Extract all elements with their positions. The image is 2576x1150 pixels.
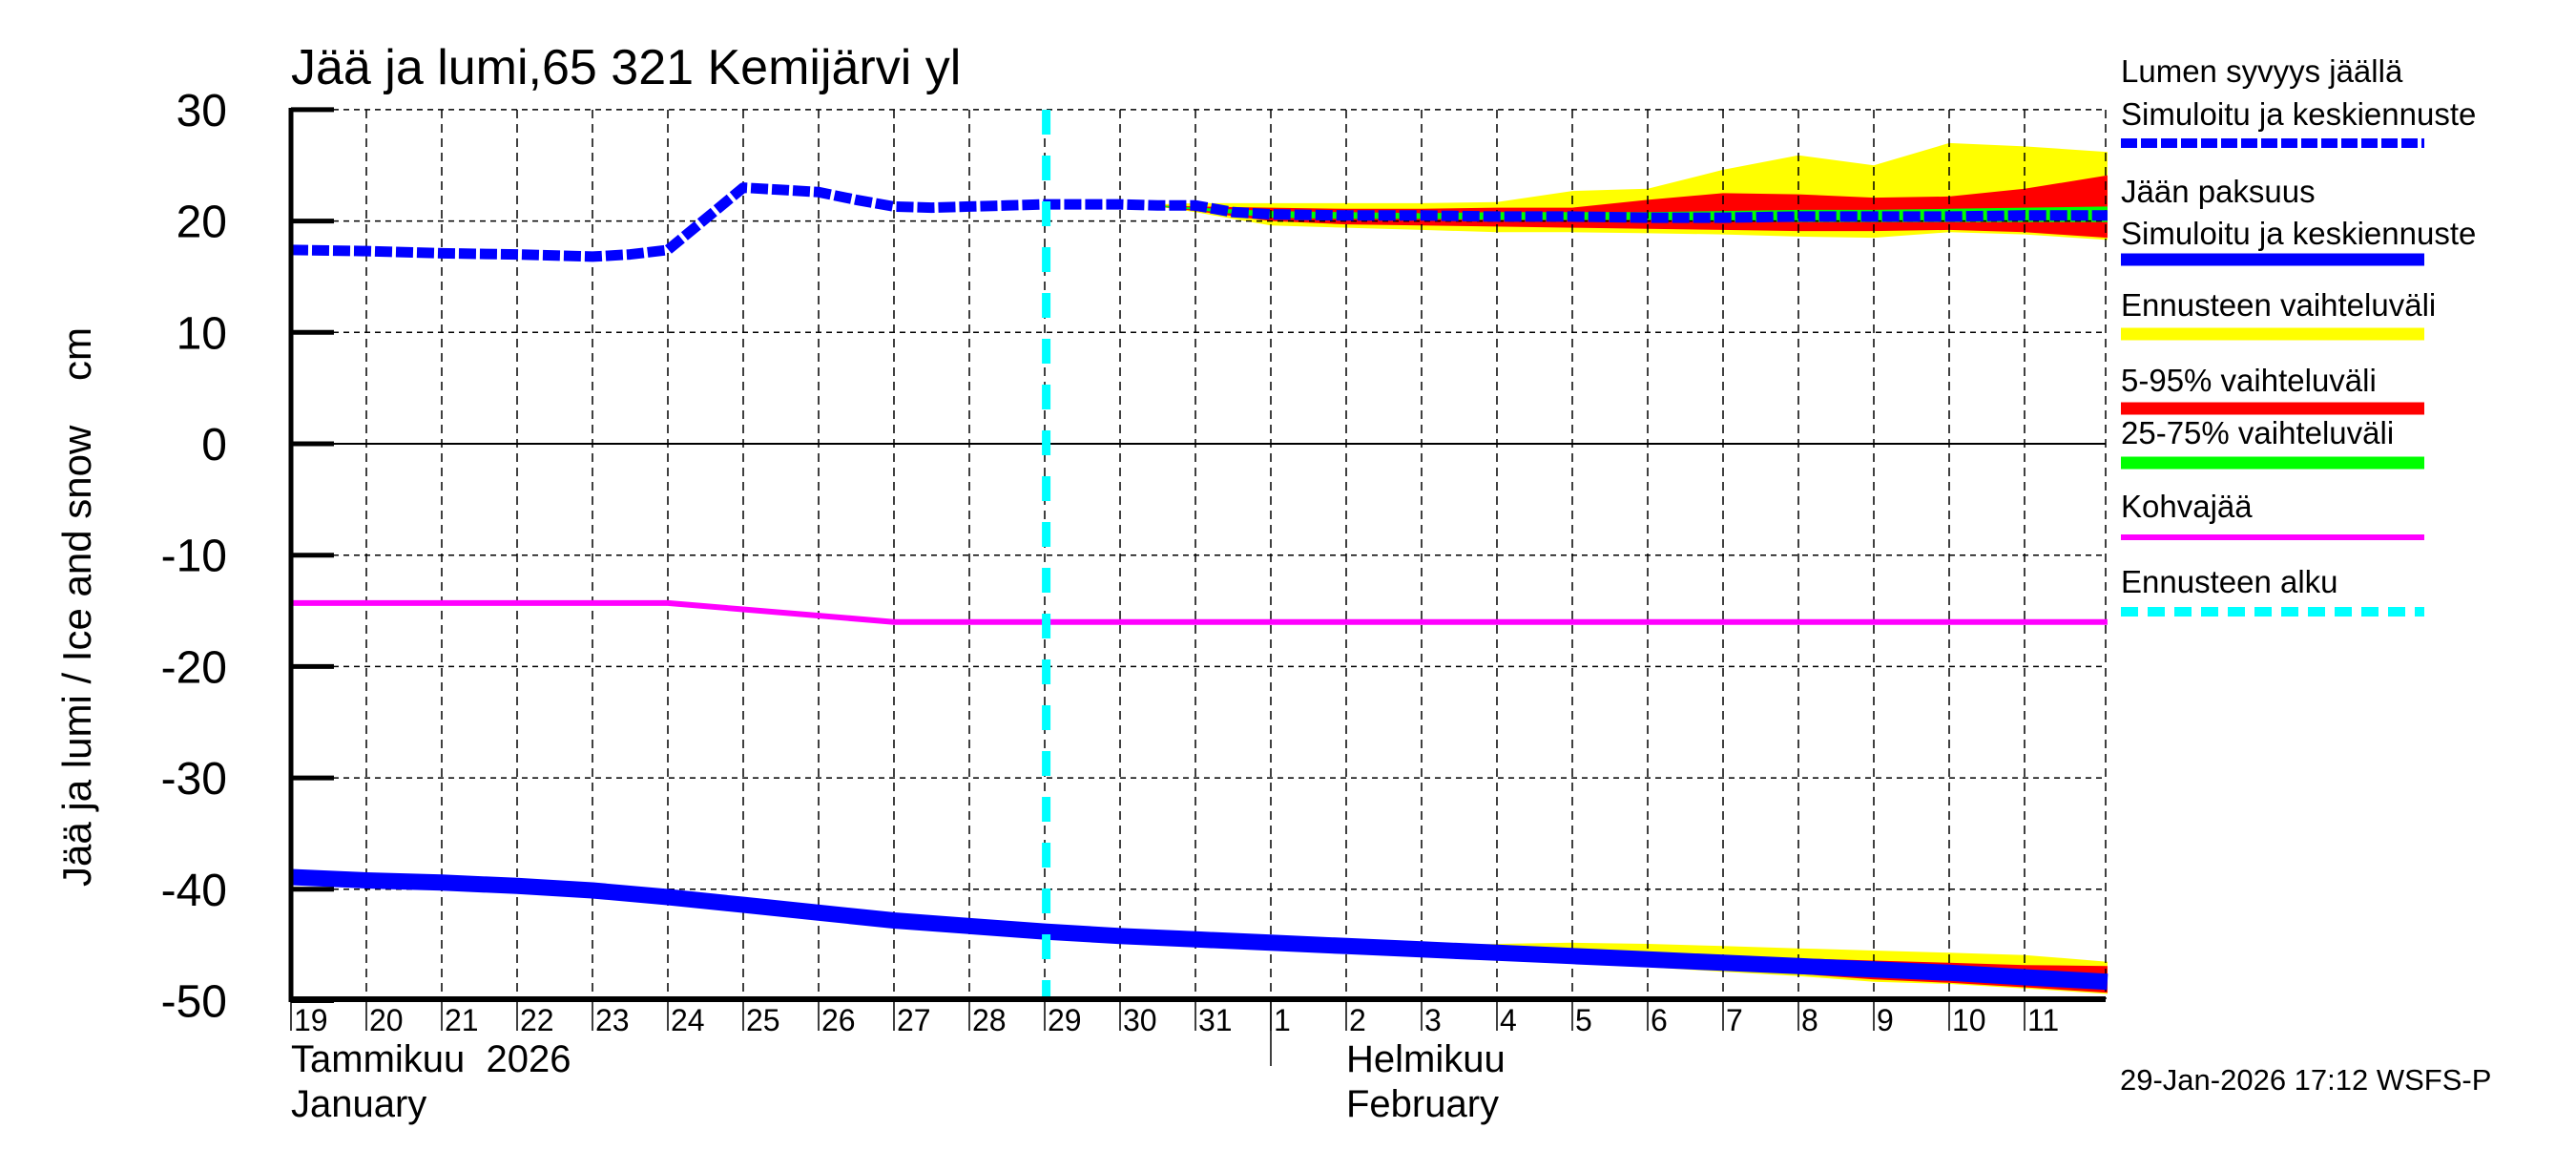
y-axis-label: Jää ja lumi / Ice and snow cm bbox=[54, 327, 99, 887]
legend-label: 5-95% vaihteluväli bbox=[2121, 363, 2377, 398]
slush-ice-line bbox=[291, 599, 2108, 625]
x-tick-label: 6 bbox=[1651, 1003, 1668, 1037]
y-tick-label: 30 bbox=[177, 86, 227, 136]
y-tick-label: 0 bbox=[201, 420, 227, 470]
x-tick-label: 10 bbox=[1952, 1003, 1986, 1037]
snow-depth-line bbox=[290, 182, 2108, 262]
month-label: Helmikuu bbox=[1346, 1038, 1506, 1080]
y-tick-label: 20 bbox=[177, 198, 227, 248]
x-tick-label: 19 bbox=[294, 1003, 328, 1037]
legend-sublabel: Simuloitu ja keskiennuste bbox=[2121, 96, 2476, 132]
x-tick-label: 23 bbox=[595, 1003, 630, 1037]
ice-thickness-line bbox=[290, 868, 2109, 991]
legend: Lumen syvyys jäällä Simuloitu ja keskienn… bbox=[2121, 53, 2476, 617]
x-tick-label: 4 bbox=[1500, 1003, 1517, 1037]
legend-label: Lumen syvyys jäällä bbox=[2121, 53, 2403, 89]
x-tick-label: 2 bbox=[1349, 1003, 1366, 1037]
x-tick-label: 29 bbox=[1048, 1003, 1082, 1037]
x-tick-label: 24 bbox=[671, 1003, 705, 1037]
y-tick-label: -20 bbox=[161, 642, 227, 693]
x-tick-label: 9 bbox=[1877, 1003, 1894, 1037]
x-tick-label: 5 bbox=[1575, 1003, 1592, 1037]
x-tick-label: 31 bbox=[1198, 1003, 1233, 1037]
y-tick-labels: 30 20 10 0 -10 -20 -30 -40 -50 bbox=[161, 86, 227, 1028]
y-tick-label: -40 bbox=[161, 866, 227, 916]
x-tick-label: 28 bbox=[972, 1003, 1007, 1037]
x-tick-label: 25 bbox=[746, 1003, 780, 1037]
chart-title: Jää ja lumi,65 321 Kemijärvi yl bbox=[291, 40, 961, 95]
month-label-en: January bbox=[291, 1083, 426, 1125]
month-label: Tammikuu 2026 bbox=[291, 1038, 571, 1080]
x-tick-label: 20 bbox=[369, 1003, 404, 1037]
x-tick-label: 3 bbox=[1424, 1003, 1442, 1037]
legend-label: Ennusteen alku bbox=[2121, 564, 2338, 599]
legend-label: Jään paksuus bbox=[2121, 174, 2316, 209]
legend-label: Ennusteen vaihteluväli bbox=[2121, 287, 2436, 323]
x-tick-label: 11 bbox=[2027, 1003, 2059, 1037]
x-tick-label: 21 bbox=[445, 1003, 479, 1037]
x-tick-label: 7 bbox=[1726, 1003, 1743, 1037]
forecast-bands bbox=[1157, 142, 2108, 994]
x-tick-label: 26 bbox=[821, 1003, 856, 1037]
month-label-en: February bbox=[1346, 1083, 1499, 1125]
legend-label: 25-75% vaihteluväli bbox=[2121, 415, 2394, 450]
x-tick-label: 8 bbox=[1801, 1003, 1818, 1037]
grid-lines bbox=[291, 109, 2107, 999]
x-tick-labels: 19 20 21 22 23 24 25 26 27 28 29 30 31 1 2 3 4 5 6 7 8 9 10 11 bbox=[294, 1003, 2059, 1037]
x-tick-label: 1 bbox=[1274, 1003, 1291, 1037]
y-tick-label: -30 bbox=[161, 754, 227, 805]
y-tick-label: 10 bbox=[177, 308, 227, 359]
x-tick-label: 22 bbox=[520, 1003, 554, 1037]
legend-sublabel: Simuloitu ja keskiennuste bbox=[2121, 216, 2476, 251]
timestamp: 29-Jan-2026 17:12 WSFS-P bbox=[2120, 1063, 2491, 1097]
y-tick-label: -50 bbox=[161, 977, 227, 1028]
axes bbox=[288, 107, 2106, 1066]
x-tick-label: 30 bbox=[1123, 1003, 1157, 1037]
y-tick-label: -10 bbox=[161, 532, 227, 582]
data-series bbox=[290, 110, 2109, 999]
x-tick-label: 27 bbox=[897, 1003, 931, 1037]
legend-label: Kohvajää bbox=[2121, 489, 2253, 524]
